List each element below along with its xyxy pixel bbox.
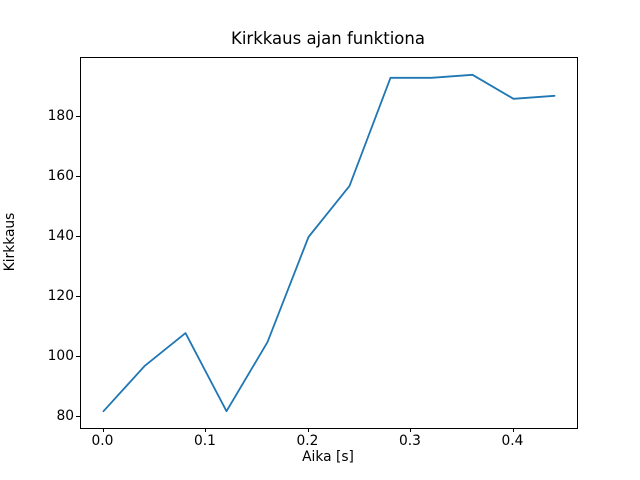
data-line: [102, 73, 556, 413]
x-tick-label: 0.0: [91, 433, 114, 449]
y-tick-mark: [76, 296, 80, 298]
plot-area: [80, 57, 578, 429]
y-tick-mark: [76, 416, 80, 418]
y-tick-label: 160: [47, 167, 74, 184]
y-tick-mark: [76, 115, 80, 117]
y-tick-label: 140: [47, 228, 74, 244]
x-tick-label: 0.1: [194, 433, 216, 449]
y-tick-mark: [76, 236, 80, 237]
y-axis-label: Kirkkaus: [2, 212, 18, 272]
x-axis-label: Aika [s]: [302, 449, 354, 465]
x-tick-label: 0.2: [296, 433, 319, 449]
x-tick-label: 0.4: [501, 433, 524, 449]
y-tick-label: 180: [47, 107, 74, 124]
x-tick-mark: [512, 428, 514, 432]
y-tick-label: 100: [47, 348, 74, 365]
chart-title: Kirkkaus ajan funktiona: [231, 29, 425, 48]
x-tick-mark: [205, 428, 206, 432]
x-tick-mark: [102, 428, 104, 432]
y-tick-label: 120: [47, 288, 74, 305]
y-tick-mark: [76, 356, 80, 358]
x-tick-mark: [410, 428, 411, 432]
x-tick-label: 0.3: [399, 433, 421, 449]
line-series-canvas: [102, 73, 556, 413]
y-tick-label: 80: [56, 408, 74, 425]
x-tick-mark: [307, 428, 309, 432]
y-tick-mark: [76, 175, 80, 177]
